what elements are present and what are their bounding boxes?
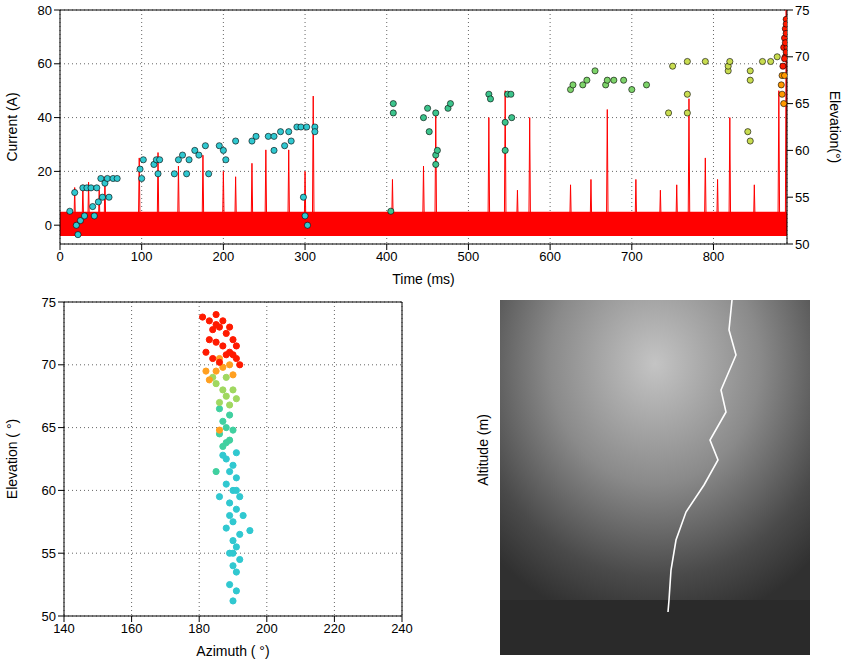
svg-text:20: 20: [38, 164, 52, 179]
svg-text:70: 70: [795, 49, 809, 64]
svg-text:Altitude (m): Altitude (m): [475, 414, 491, 486]
svg-text:Elevation ( °): Elevation ( °): [4, 419, 20, 499]
svg-text:Current (A): Current (A): [4, 92, 20, 161]
svg-text:0: 0: [56, 249, 63, 264]
svg-text:50: 50: [42, 609, 56, 624]
svg-text:400: 400: [376, 249, 398, 264]
svg-text:50: 50: [795, 237, 809, 252]
svg-text:60: 60: [38, 56, 52, 71]
svg-text:220: 220: [324, 621, 346, 636]
svg-text:180: 180: [188, 621, 210, 636]
svg-text:500: 500: [458, 249, 480, 264]
svg-text:800: 800: [703, 249, 725, 264]
svg-text:240: 240: [391, 621, 413, 636]
svg-text:75: 75: [42, 295, 56, 310]
svg-text:600: 600: [539, 249, 561, 264]
svg-text:300: 300: [294, 249, 316, 264]
svg-text:Elevation(°): Elevation(°): [827, 91, 843, 164]
svg-text:40: 40: [38, 110, 52, 125]
svg-text:60: 60: [795, 143, 809, 158]
svg-text:140: 140: [53, 621, 75, 636]
svg-text:200: 200: [213, 249, 235, 264]
svg-text:Azimuth ( °): Azimuth ( °): [196, 643, 269, 659]
svg-text:Time (ms): Time (ms): [392, 271, 454, 287]
svg-text:75: 75: [795, 3, 809, 18]
svg-text:0: 0: [45, 218, 52, 233]
svg-text:700: 700: [621, 249, 643, 264]
svg-text:65: 65: [42, 420, 56, 435]
svg-text:60: 60: [42, 483, 56, 498]
svg-text:160: 160: [121, 621, 143, 636]
svg-text:70: 70: [42, 357, 56, 372]
svg-text:55: 55: [795, 190, 809, 205]
svg-text:100: 100: [131, 249, 153, 264]
svg-text:80: 80: [38, 3, 52, 18]
svg-text:55: 55: [42, 546, 56, 561]
svg-text:200: 200: [256, 621, 278, 636]
svg-text:65: 65: [795, 96, 809, 111]
